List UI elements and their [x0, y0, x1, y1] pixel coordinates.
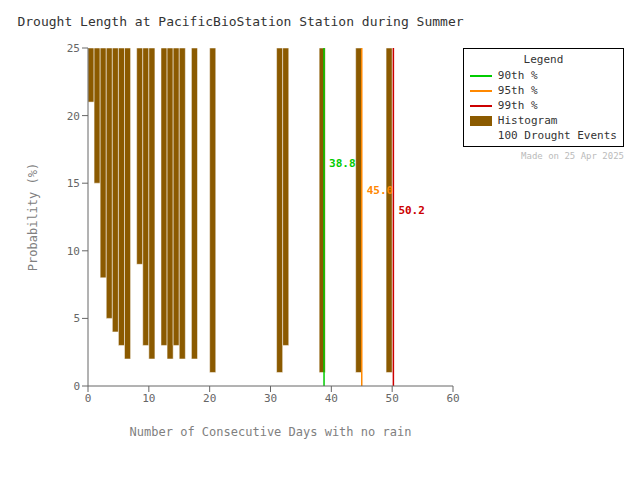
- svg-text:10: 10: [142, 392, 155, 405]
- html-text:100 Drought Events: 100 Drought Events: [497, 129, 617, 142]
- svg-text:20: 20: [67, 110, 80, 123]
- svg-text:30: 30: [264, 392, 277, 405]
- svg-text:45.0: 45.0: [367, 184, 394, 197]
- svg-text:0: 0: [73, 380, 80, 393]
- svg-text:Probability (%): Probability (%): [26, 163, 40, 271]
- svg-text:Number of Consecutive Days wit: Number of Consecutive Days with no rain: [130, 425, 412, 439]
- svg-text:5: 5: [73, 312, 80, 325]
- html-text:95th %: 95th %: [497, 84, 538, 97]
- svg-text:25: 25: [67, 42, 80, 55]
- svg-text:0: 0: [85, 392, 92, 405]
- svg-text:50: 50: [386, 392, 399, 405]
- html-text:99th %: 99th %: [497, 99, 538, 112]
- html-text:Legend: Legend: [523, 53, 564, 66]
- svg-text:60: 60: [446, 392, 459, 405]
- svg-text:38.8: 38.8: [329, 157, 356, 170]
- svg-text:40: 40: [325, 392, 338, 405]
- html-text:Drought Length at PacificBioSt: Drought Length at PacificBioStation Stat…: [17, 14, 464, 29]
- html-text:Histogram: Histogram: [497, 114, 558, 127]
- html-text:90th %: 90th %: [497, 69, 538, 82]
- svg-text:50.2: 50.2: [398, 204, 425, 217]
- html-text:Made on 25 Apr 2025: Made on 25 Apr 2025: [521, 151, 624, 161]
- svg-text:20: 20: [203, 392, 216, 405]
- svg-text:15: 15: [67, 177, 80, 190]
- svg-text:10: 10: [67, 245, 80, 258]
